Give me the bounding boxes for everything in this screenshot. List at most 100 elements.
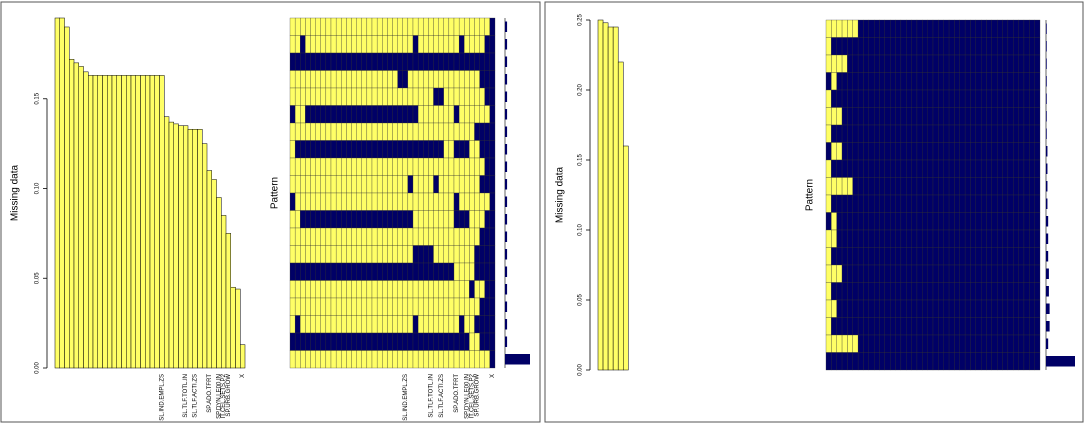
pattern-cell [305, 70, 311, 89]
pattern-cell [922, 299, 928, 318]
pattern-cell [346, 122, 352, 141]
pattern-cell [300, 105, 306, 124]
pattern-cell [366, 332, 373, 351]
bar [216, 197, 222, 369]
pattern-cell [895, 177, 902, 196]
pattern-cell [412, 332, 419, 351]
pattern-cell [310, 35, 316, 54]
pattern-cell [433, 210, 439, 229]
pattern-cell [916, 142, 923, 161]
bar [59, 17, 65, 369]
pattern-cell [433, 17, 439, 36]
pattern-cell [1029, 159, 1035, 178]
pattern-cell [863, 159, 869, 178]
pattern-cell [986, 37, 992, 56]
pattern-cell [397, 157, 403, 176]
pattern-cell [981, 194, 987, 213]
pattern-cell [981, 282, 987, 301]
pattern-cell [1007, 247, 1014, 266]
pattern-cell [428, 227, 434, 246]
pattern-cell [863, 37, 869, 56]
pattern-cell [852, 54, 859, 73]
pattern-cell [852, 247, 859, 266]
pattern-cell [836, 352, 843, 371]
pattern-cell [938, 159, 944, 178]
pattern-cell [392, 332, 398, 351]
pattern-cell [852, 89, 859, 108]
x-tick-label: IT.CEL.SETS.P2 [221, 373, 227, 418]
pattern-cell [387, 87, 393, 106]
pattern-cell [991, 37, 998, 56]
pattern-cell [975, 159, 982, 178]
bar [92, 75, 98, 369]
bar [64, 26, 70, 369]
pattern-cell [412, 210, 419, 229]
pattern-cell [895, 264, 902, 283]
pattern-cell [970, 194, 976, 213]
pattern-cell [906, 159, 912, 178]
pattern-cell [948, 264, 955, 283]
pattern-cell [300, 227, 306, 246]
pattern-cell [376, 245, 383, 264]
pattern-cell [954, 54, 960, 73]
pattern-cell [484, 192, 491, 211]
pattern-cell [382, 17, 388, 36]
pattern-cell [382, 157, 388, 176]
pattern-cell [341, 52, 347, 71]
pattern-cell [841, 124, 848, 143]
pattern-cell [1029, 212, 1035, 231]
pattern-cell [294, 210, 301, 229]
pattern-cell [900, 229, 907, 248]
pattern-cell [911, 247, 918, 266]
pattern-cell [407, 280, 414, 299]
pattern-cell [906, 194, 912, 213]
pattern-cell [895, 37, 902, 56]
pattern-cell [448, 227, 455, 246]
pattern-cell [341, 350, 347, 369]
pattern-cell [289, 140, 296, 159]
pattern-cell [305, 140, 311, 159]
pattern-cell [438, 332, 444, 351]
pattern-cell [884, 54, 891, 73]
pattern-cell [1018, 282, 1025, 301]
pattern-cell [341, 262, 347, 281]
pattern-cell [948, 72, 955, 91]
pattern-cell [857, 229, 864, 248]
pattern-cell [453, 192, 460, 211]
pattern-cell [387, 350, 393, 369]
pattern-cell [310, 122, 316, 141]
pattern-cell [975, 282, 982, 301]
pattern-cell [884, 334, 891, 353]
pattern-cell [335, 210, 342, 229]
pattern-cell [970, 334, 976, 353]
pattern-cell [1034, 194, 1041, 213]
pattern-cell [325, 122, 332, 141]
pattern-cell [397, 35, 403, 54]
pattern-cell [1002, 212, 1009, 231]
pattern-cell [900, 72, 907, 91]
pattern-cell [412, 17, 419, 36]
pattern-cell [841, 107, 848, 126]
pattern-cell [970, 352, 976, 371]
pattern-cell [916, 212, 923, 231]
pattern-cell [341, 227, 347, 246]
frequency-bar [1046, 233, 1049, 244]
pattern-cell [1013, 54, 1019, 73]
pattern-cell [1023, 212, 1030, 231]
pattern-cell [900, 177, 907, 196]
pattern-cell [895, 107, 902, 126]
pattern-cell [948, 159, 955, 178]
pattern-cell [890, 19, 896, 38]
pattern-cell [879, 229, 885, 248]
pattern-cell [938, 19, 944, 38]
pattern-cell [932, 124, 939, 143]
pattern-cell [922, 212, 928, 231]
frequency-bar [505, 284, 508, 295]
pattern-cell [366, 175, 373, 194]
pattern-cell [825, 229, 832, 248]
pattern-cell [1029, 89, 1035, 108]
pattern-cell [474, 35, 480, 54]
pattern-cell [874, 264, 880, 283]
pattern-cell [351, 52, 357, 71]
pattern-cell [371, 17, 378, 36]
